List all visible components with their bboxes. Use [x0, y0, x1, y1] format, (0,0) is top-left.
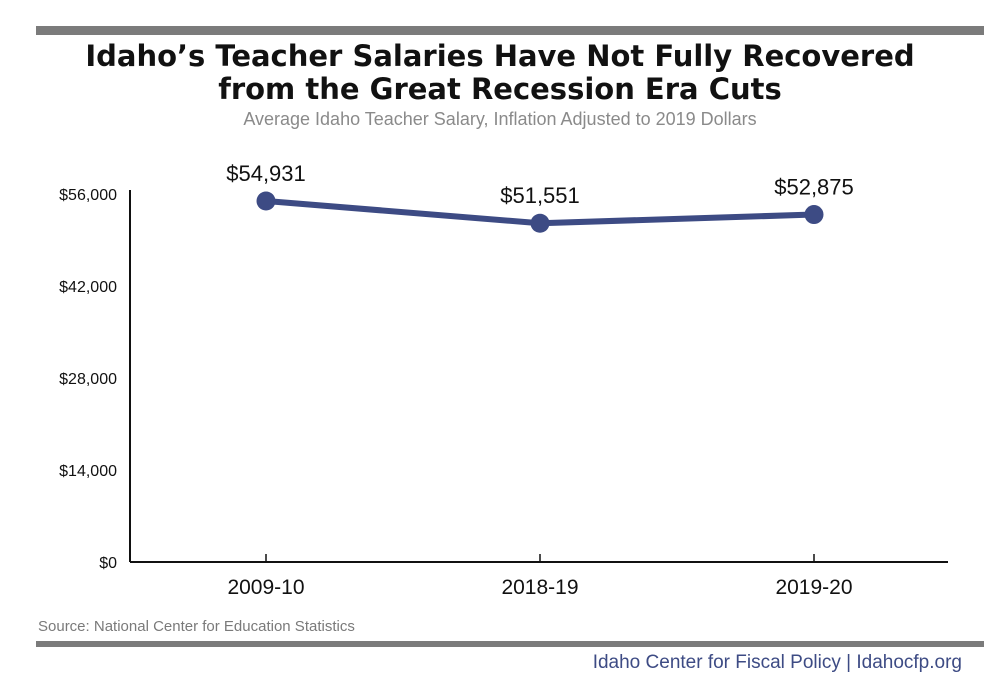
- chart-title-line-2: from the Great Recession Era Cuts: [218, 72, 782, 106]
- data-label: $51,551: [500, 183, 580, 208]
- publisher-credit: Idaho Center for Fiscal Policy | Idahocf…: [592, 652, 962, 673]
- x-tick-label: 2019-20: [775, 576, 852, 599]
- chart-title-line-1: Idaho’s Teacher Salaries Have Not Fully …: [85, 39, 915, 73]
- y-tick-label: $14,000: [59, 463, 117, 480]
- data-point: [530, 213, 550, 233]
- x-tick-label: 2018-19: [501, 576, 578, 599]
- data-point: [256, 191, 276, 211]
- top-rule: [36, 26, 984, 35]
- y-tick-label: $42,000: [59, 279, 117, 296]
- data-point: [804, 205, 824, 225]
- chart-subtitle: Average Idaho Teacher Salary, Inflation …: [243, 109, 757, 129]
- y-tick-label: $0: [99, 555, 117, 572]
- data-label: $52,875: [774, 175, 854, 200]
- bottom-rule: [36, 641, 984, 647]
- y-tick-label: $28,000: [59, 371, 117, 388]
- data-label: $54,931: [226, 161, 306, 186]
- y-tick-label: $56,000: [59, 187, 117, 204]
- x-tick-label: 2009-10: [227, 576, 304, 599]
- source-note: Source: National Center for Education St…: [38, 618, 355, 635]
- chart-title: Idaho’s Teacher Salaries Have Not Fully …: [0, 40, 1000, 106]
